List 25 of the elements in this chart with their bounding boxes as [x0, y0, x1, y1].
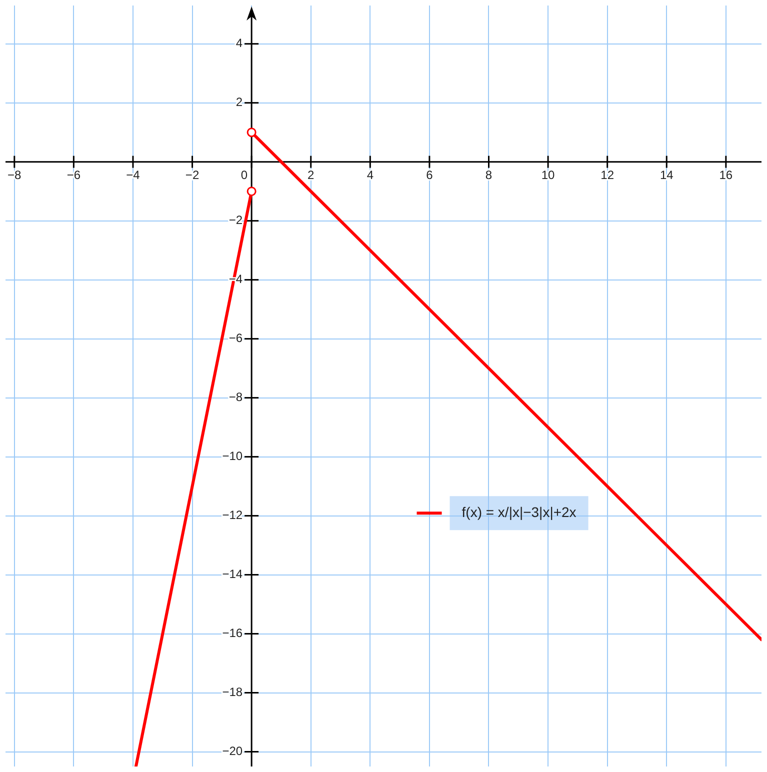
x-tick-label: −6 [66, 168, 81, 182]
y-tick-label: −2 [228, 213, 243, 228]
x-tick-label: 0 [240, 168, 248, 182]
x-tick-label: 8 [485, 168, 492, 182]
y-tick-label: −14 [222, 567, 243, 582]
x-tick-label: 14 [660, 168, 674, 182]
y-tick-label: −20 [222, 744, 243, 758]
y-tick-label: −10 [222, 449, 243, 464]
x-tick-label: 2 [308, 168, 315, 182]
x-tick-label: 4 [366, 168, 374, 182]
x-tick-label: 10 [541, 168, 556, 182]
y-tick-label: −16 [222, 626, 243, 640]
y-tick-label: −12 [222, 508, 243, 522]
y-tick-label: 4 [236, 36, 243, 50]
x-tick-label: −8 [8, 168, 22, 182]
x-tick-label: −4 [126, 168, 140, 182]
y-tick-label: −6 [228, 331, 243, 346]
x-tick-label: −2 [185, 168, 200, 182]
legend-label: f(x) = x/|x|−3|x|+2x [462, 504, 576, 520]
y-tick-label: −18 [222, 685, 243, 700]
x-tick-label: 12 [600, 168, 614, 182]
y-tick-label: −8 [228, 390, 243, 404]
x-tick-label: 16 [719, 168, 733, 182]
x-tick-label: 6 [426, 168, 434, 182]
y-tick-label: 2 [236, 95, 243, 110]
